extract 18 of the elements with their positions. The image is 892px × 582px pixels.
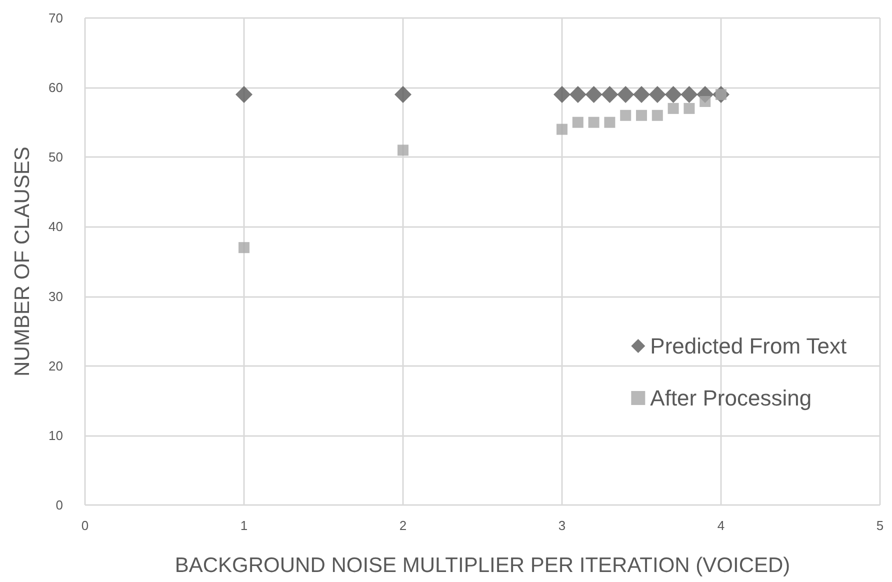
x-axis-title: BACKGROUND NOISE MULTIPLIER PER ITERATION (VOICED) bbox=[174, 554, 790, 577]
x-tick-label: 0 bbox=[81, 518, 89, 533]
y-tick-label: 40 bbox=[48, 219, 63, 234]
y-tick-label: 50 bbox=[48, 150, 63, 165]
y-tick-label: 60 bbox=[48, 80, 63, 96]
x-tick-label: 4 bbox=[717, 518, 725, 533]
x-tick-label: 3 bbox=[558, 518, 566, 533]
legend-label: After Processing bbox=[650, 386, 812, 410]
x-tick-label: 5 bbox=[876, 518, 884, 533]
y-tick-label: 10 bbox=[48, 428, 63, 443]
x-tick-label: 2 bbox=[399, 518, 407, 533]
legend-label: Predicted From Text bbox=[650, 334, 847, 358]
y-tick-label: 30 bbox=[48, 288, 63, 304]
y-tick-label: 0 bbox=[56, 498, 63, 512]
y-tick-label: 70 bbox=[48, 10, 63, 26]
x-tick-label: 1 bbox=[240, 518, 248, 533]
y-axis-title: NUMBER OF CLAUSES bbox=[11, 146, 34, 376]
y-tick-label: 20 bbox=[48, 358, 63, 374]
